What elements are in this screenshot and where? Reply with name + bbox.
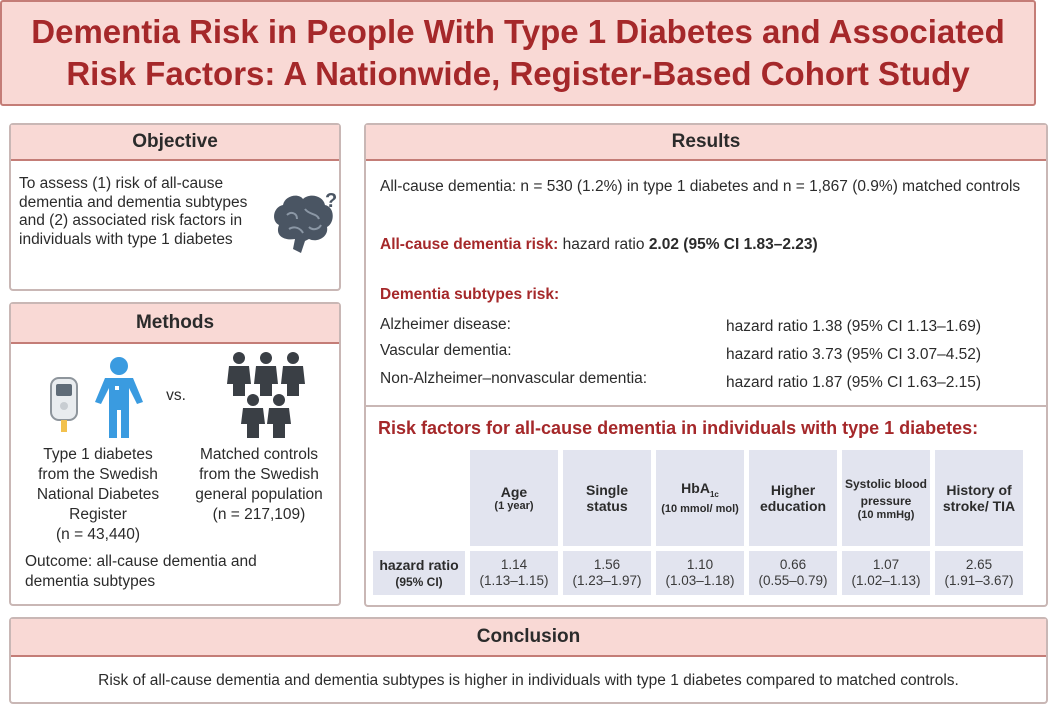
table-row-label: hazard ratio (95% CI) xyxy=(373,551,465,595)
subtype-name: Vascular dementia: xyxy=(380,342,512,359)
subtype-hr: hazard ratio 1.87 (95% CI 1.63–2.15) xyxy=(726,374,982,391)
subtype-name: Alzheimer disease: xyxy=(380,316,511,333)
table-column-header: Single status xyxy=(563,450,651,546)
brain-question-icon: ? xyxy=(274,191,337,253)
allcause-risk: All-cause dementia risk: hazard ratio 2.… xyxy=(380,235,1040,254)
controls-group-label: Matched controls from the Swedish genera… xyxy=(195,446,323,523)
table-cell: 1.56 (1.23–1.97) xyxy=(563,551,651,595)
table-corner xyxy=(373,450,465,546)
table-column-header: Higher education xyxy=(749,450,837,546)
table-cell: 1.07 (1.02–1.13) xyxy=(842,551,930,595)
objective-heading: Objective xyxy=(11,125,339,161)
allcause-risk-label: All-cause dementia risk: xyxy=(380,236,559,253)
results-heading: Results xyxy=(366,125,1046,161)
table-row: hazard ratio (95% CI) 1.14 (1.13–1.15) 1.… xyxy=(373,551,1023,595)
table-cell: 1.10 (1.03–1.18) xyxy=(656,551,744,595)
person-type1-icon xyxy=(95,357,143,438)
risk-factors-title: Risk factors for all-cause dementia in i… xyxy=(378,418,979,438)
table-cell: 1.14 (1.13–1.15) xyxy=(470,551,558,595)
allcause-risk-value: 2.02 (95% CI 1.83–2.23) xyxy=(648,236,818,253)
subtype-name: Non-Alzheimer–nonvascular dementia: xyxy=(380,370,648,387)
results-summary: All-cause dementia: n = 530 (1.2%) in ty… xyxy=(380,178,1021,195)
vs-label: vs. xyxy=(166,387,186,404)
results-divider xyxy=(366,405,1046,407)
table-column-header: HbA1c (10 mmol/ mol) xyxy=(656,450,744,546)
methods-panel: Methods vs. Type 1 diabetes from the Swe… xyxy=(9,302,341,606)
type1-n: (n = 43,440) xyxy=(55,526,141,543)
table-column-header: History of stroke/ TIA xyxy=(935,450,1023,546)
subtypes-label: Dementia subtypes risk: xyxy=(380,286,560,303)
conclusion-text: Risk of all-cause dementia and dementia … xyxy=(98,672,959,689)
table-cell: 0.66 (0.55–0.79) xyxy=(749,551,837,595)
table-column-header: Systolic blood pressure (10 mmHg) xyxy=(842,450,930,546)
table-header-row: Age (1 year) Single status HbA1c (10 mmo… xyxy=(373,450,1023,546)
objective-panel: Objective To assess (1) risk of all-caus… xyxy=(9,123,341,291)
type1-group-label: Type 1 diabetes from the Swedish Nationa… xyxy=(36,446,160,543)
svg-text:?: ? xyxy=(325,191,337,212)
crowd-controls-icon xyxy=(227,352,305,438)
table-cell: 2.65 (1.91–3.67) xyxy=(935,551,1023,595)
conclusion-heading: Conclusion xyxy=(11,619,1046,657)
subtype-hr: hazard ratio 3.73 (95% CI 3.07–4.52) xyxy=(726,346,982,363)
objective-text: To assess (1) risk of all-cause dementia… xyxy=(19,175,248,248)
conclusion-panel: Conclusion Risk of all-cause dementia an… xyxy=(9,617,1048,704)
glucose-meter-icon xyxy=(50,377,78,432)
page-title: Dementia Risk in People With Type 1 Diab… xyxy=(31,11,1004,95)
table-column-header: Age (1 year) xyxy=(470,450,558,546)
subtype-hr: hazard ratio 1.38 (95% CI 1.13–1.69) xyxy=(726,318,982,335)
controls-n: (n = 217,109) xyxy=(212,506,306,523)
methods-heading: Methods xyxy=(11,304,339,344)
results-panel: Results All-cause dementia: n = 530 (1.2… xyxy=(364,123,1048,607)
title-banner: Dementia Risk in People With Type 1 Diab… xyxy=(0,0,1036,106)
risk-factors-table: Age (1 year) Single status HbA1c (10 mmo… xyxy=(368,445,1028,600)
title-line-1: Dementia Risk in People With Type 1 Diab… xyxy=(31,13,1005,50)
allcause-risk-pre: hazard ratio xyxy=(562,236,645,253)
title-line-2: Risk Factors: A Nationwide, Register-Bas… xyxy=(66,55,970,92)
outcome-text: Outcome: all-cause dementia and dementia… xyxy=(25,553,257,590)
